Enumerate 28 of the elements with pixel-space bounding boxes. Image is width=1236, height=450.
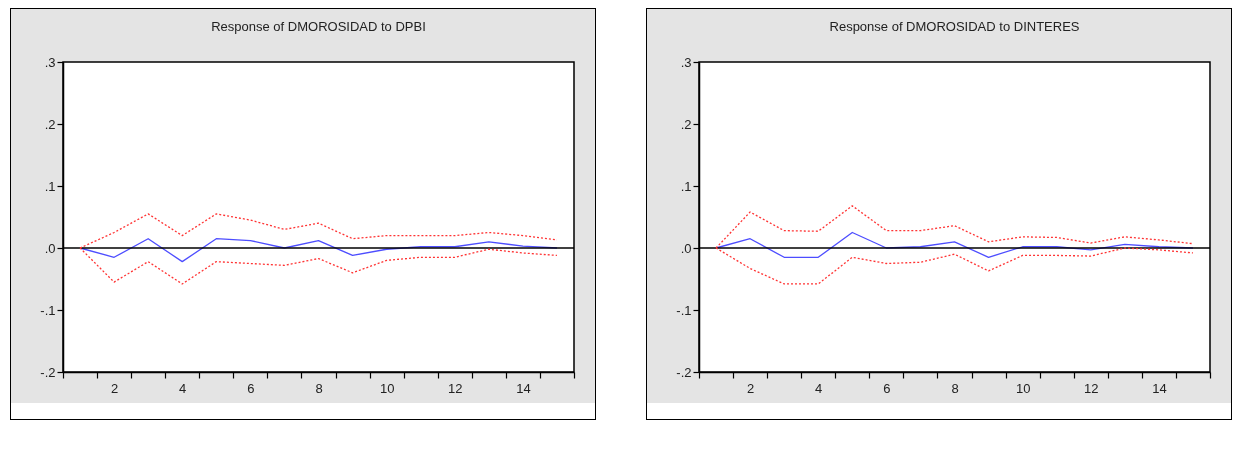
y-tick-label: -.1 — [40, 302, 56, 318]
y-tick-label: .3 — [44, 54, 56, 70]
y-tick-label: .2 — [44, 116, 56, 132]
x-tick-label: 14 — [1152, 380, 1167, 396]
x-tick-label: 10 — [379, 380, 395, 396]
x-tick-label: 12 — [448, 380, 463, 396]
y-tick-label: .1 — [680, 178, 692, 194]
y-tick-label: .0 — [44, 240, 56, 256]
x-tick-label: 8 — [951, 380, 959, 396]
chart-title: Response of DMOROSIDAD to DPBI — [211, 19, 426, 34]
x-tick-label: 12 — [1084, 380, 1099, 396]
x-tick-label: 2 — [110, 380, 119, 396]
x-tick-label: 14 — [516, 380, 531, 396]
x-tick-label: 4 — [179, 380, 187, 396]
y-tick-label: .1 — [44, 178, 56, 194]
y-tick-label: .0 — [680, 240, 692, 256]
y-tick-label: -.1 — [676, 302, 692, 318]
x-tick-label: 6 — [247, 380, 255, 396]
y-tick-label: -.2 — [40, 364, 56, 380]
chart-title: Response of DMOROSIDAD to DINTERES — [829, 19, 1080, 34]
x-tick-label: 4 — [815, 380, 823, 396]
y-tick-label: .2 — [680, 116, 692, 132]
x-tick-label: 8 — [315, 380, 323, 396]
x-tick-label: 2 — [746, 380, 755, 396]
x-tick-label: 10 — [1015, 380, 1031, 396]
y-tick-label: -.2 — [676, 364, 692, 380]
y-tick-label: .3 — [680, 54, 692, 70]
x-tick-label: 6 — [883, 380, 891, 396]
